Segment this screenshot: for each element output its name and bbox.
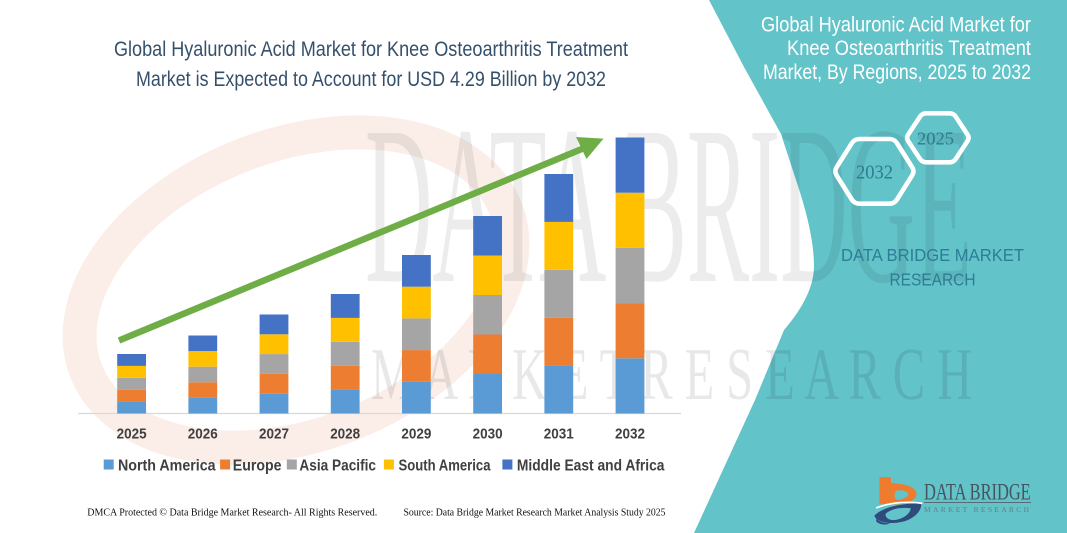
svg-text:2028: 2028 <box>330 426 360 443</box>
svg-text:Market is Expected to Account: Market is Expected to Account for USD 4.… <box>136 68 606 91</box>
svg-text:2029: 2029 <box>401 426 431 443</box>
svg-text:Market, By Regions, 2025 to 20: Market, By Regions, 2025 to 2032 <box>763 61 1031 84</box>
svg-text:2025: 2025 <box>117 426 147 443</box>
svg-text:Middle East and Africa: Middle East and Africa <box>517 458 665 475</box>
svg-text:2025: 2025 <box>917 129 954 149</box>
svg-text:2032: 2032 <box>856 162 893 184</box>
svg-text:South America: South America <box>399 458 491 475</box>
svg-text:2031: 2031 <box>544 426 574 443</box>
svg-text:2030: 2030 <box>473 426 503 443</box>
svg-text:M A R K E T R E S E A R C H: M A R K E T R E S E A R C H <box>371 334 972 416</box>
svg-text:Europe: Europe <box>233 458 282 475</box>
svg-text:RESEARCH: RESEARCH <box>890 270 976 290</box>
svg-text:Knee Osteoarthritis Treatment: Knee Osteoarthritis Treatment <box>787 37 1031 60</box>
svg-text:2026: 2026 <box>188 426 218 443</box>
svg-text:Asia Pacific: Asia Pacific <box>299 458 376 475</box>
svg-text:DMCA Protected © Data Bridge M: DMCA Protected © Data Bridge Market Rese… <box>87 508 377 519</box>
svg-text:North America: North America <box>118 458 216 475</box>
svg-text:2027: 2027 <box>259 426 289 443</box>
svg-text:Global Hyaluronic Acid Market: Global Hyaluronic Acid Market for <box>761 14 1031 37</box>
svg-text:2032: 2032 <box>615 426 645 443</box>
svg-text:Global Hyaluronic Acid Market: Global Hyaluronic Acid Market for Knee O… <box>114 38 628 61</box>
svg-text:DATA BRIDGE MARKET: DATA BRIDGE MARKET <box>841 245 1024 265</box>
svg-text:MARKET RESEARCH: MARKET RESEARCH <box>924 505 1030 514</box>
svg-text:Source: Data Bridge Market Res: Source: Data Bridge Market Research Mark… <box>404 508 666 519</box>
svg-text:DATA BRIDGE: DATA BRIDGE <box>924 480 1031 505</box>
